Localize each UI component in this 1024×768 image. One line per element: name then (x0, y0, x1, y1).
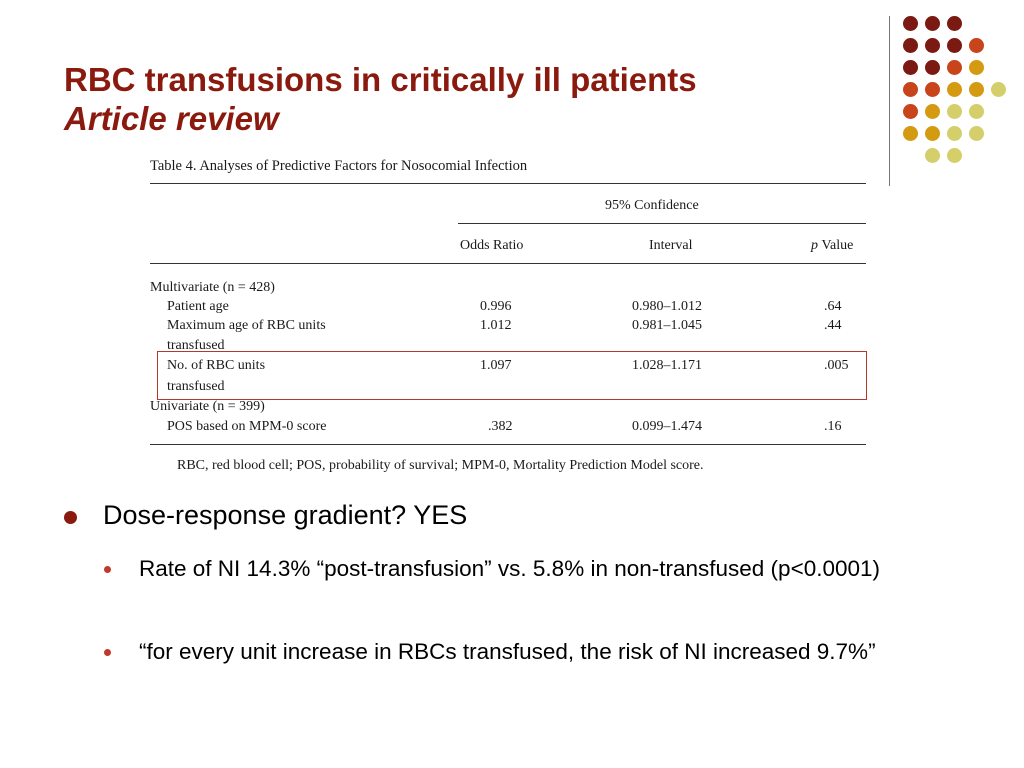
decorative-dot (947, 38, 962, 53)
table-footnote: RBC, red blood cell; POS, probability of… (177, 458, 704, 473)
decorative-dot (947, 148, 962, 163)
table-top-rule (150, 183, 866, 184)
decorative-dot (947, 60, 962, 75)
bullet-level2: “for every unit increase in RBCs transfu… (104, 633, 914, 707)
group-header-rule (458, 223, 866, 224)
decorative-dot (903, 126, 918, 141)
bullet-dot-icon (64, 511, 77, 524)
row-p-value: .64 (824, 299, 842, 314)
slide-title-block: RBC transfusions in critically ill patie… (64, 60, 697, 138)
section-label-multivariate: Multivariate (n = 428) (150, 280, 275, 295)
decorative-dot (925, 82, 940, 97)
sub-bullet-dot-icon (104, 649, 111, 656)
decorative-dot (903, 82, 918, 97)
row-factor-cont: transfused (167, 379, 225, 394)
row-odds-ratio: 0.996 (480, 299, 512, 314)
bullet-text: Dose-response gradient? YES (103, 500, 468, 530)
row-odds-ratio: .382 (488, 419, 513, 434)
decorative-dot (991, 82, 1006, 97)
sub-bullet-dot-icon (104, 566, 111, 573)
decorative-dot (969, 126, 984, 141)
decorative-dot (925, 38, 940, 53)
predictive-factors-table: Table 4. Analyses of Predictive Factors … (150, 148, 867, 478)
decorative-dot (925, 148, 940, 163)
decorative-dot (925, 126, 940, 141)
decorative-dot (947, 16, 962, 31)
decorative-dot (947, 126, 962, 141)
decorative-dot (903, 104, 918, 119)
decorative-dot (969, 82, 984, 97)
col-header-p-value: p Value (811, 238, 854, 253)
row-interval: 0.981–1.045 (632, 318, 702, 333)
decorative-dot (947, 82, 962, 97)
row-interval: 1.028–1.171 (632, 358, 702, 373)
decorative-dot (925, 16, 940, 31)
decorative-dot (903, 60, 918, 75)
table-caption: Table 4. Analyses of Predictive Factors … (150, 158, 528, 174)
row-factor-cont: transfused (167, 338, 225, 353)
decorative-vertical-rule (889, 16, 890, 186)
section-label-univariate: Univariate (n = 399) (150, 399, 265, 414)
row-interval: 0.980–1.012 (632, 299, 702, 314)
decorative-dot (969, 60, 984, 75)
decorative-dot (903, 16, 918, 31)
highlight-box (157, 351, 867, 400)
col-header-odds-ratio: Odds Ratio (460, 238, 524, 253)
sub-bullet-text: “for every unit increase in RBCs transfu… (139, 639, 876, 664)
decorative-dot (947, 104, 962, 119)
decorative-dot (903, 38, 918, 53)
slide-title: RBC transfusions in critically ill patie… (64, 61, 697, 98)
sub-bullet-text: Rate of NI 14.3% “post-transfusion” vs. … (139, 556, 881, 581)
bullet-level2: Rate of NI 14.3% “post-transfusion” vs. … (104, 550, 914, 624)
row-factor: Patient age (167, 299, 229, 314)
row-p-value: .005 (824, 358, 849, 373)
row-odds-ratio: 1.097 (480, 358, 512, 373)
confidence-group-header: 95% Confidence (605, 198, 699, 213)
row-interval: 0.099–1.474 (632, 419, 702, 434)
decorative-dot (925, 60, 940, 75)
row-factor: No. of RBC units (167, 358, 266, 373)
header-bottom-rule (150, 263, 866, 264)
slide-subtitle: Article review (64, 100, 279, 137)
row-p-value: .16 (824, 419, 842, 434)
row-factor: Maximum age of RBC units (167, 318, 326, 333)
decorative-dot (925, 104, 940, 119)
row-factor: POS based on MPM-0 score (167, 419, 327, 434)
row-odds-ratio: 1.012 (480, 318, 512, 333)
table-bottom-rule (150, 444, 866, 445)
decorative-dot (969, 104, 984, 119)
row-p-value: .44 (824, 318, 842, 333)
decorative-dot (969, 38, 984, 53)
col-header-interval: Interval (649, 238, 693, 253)
